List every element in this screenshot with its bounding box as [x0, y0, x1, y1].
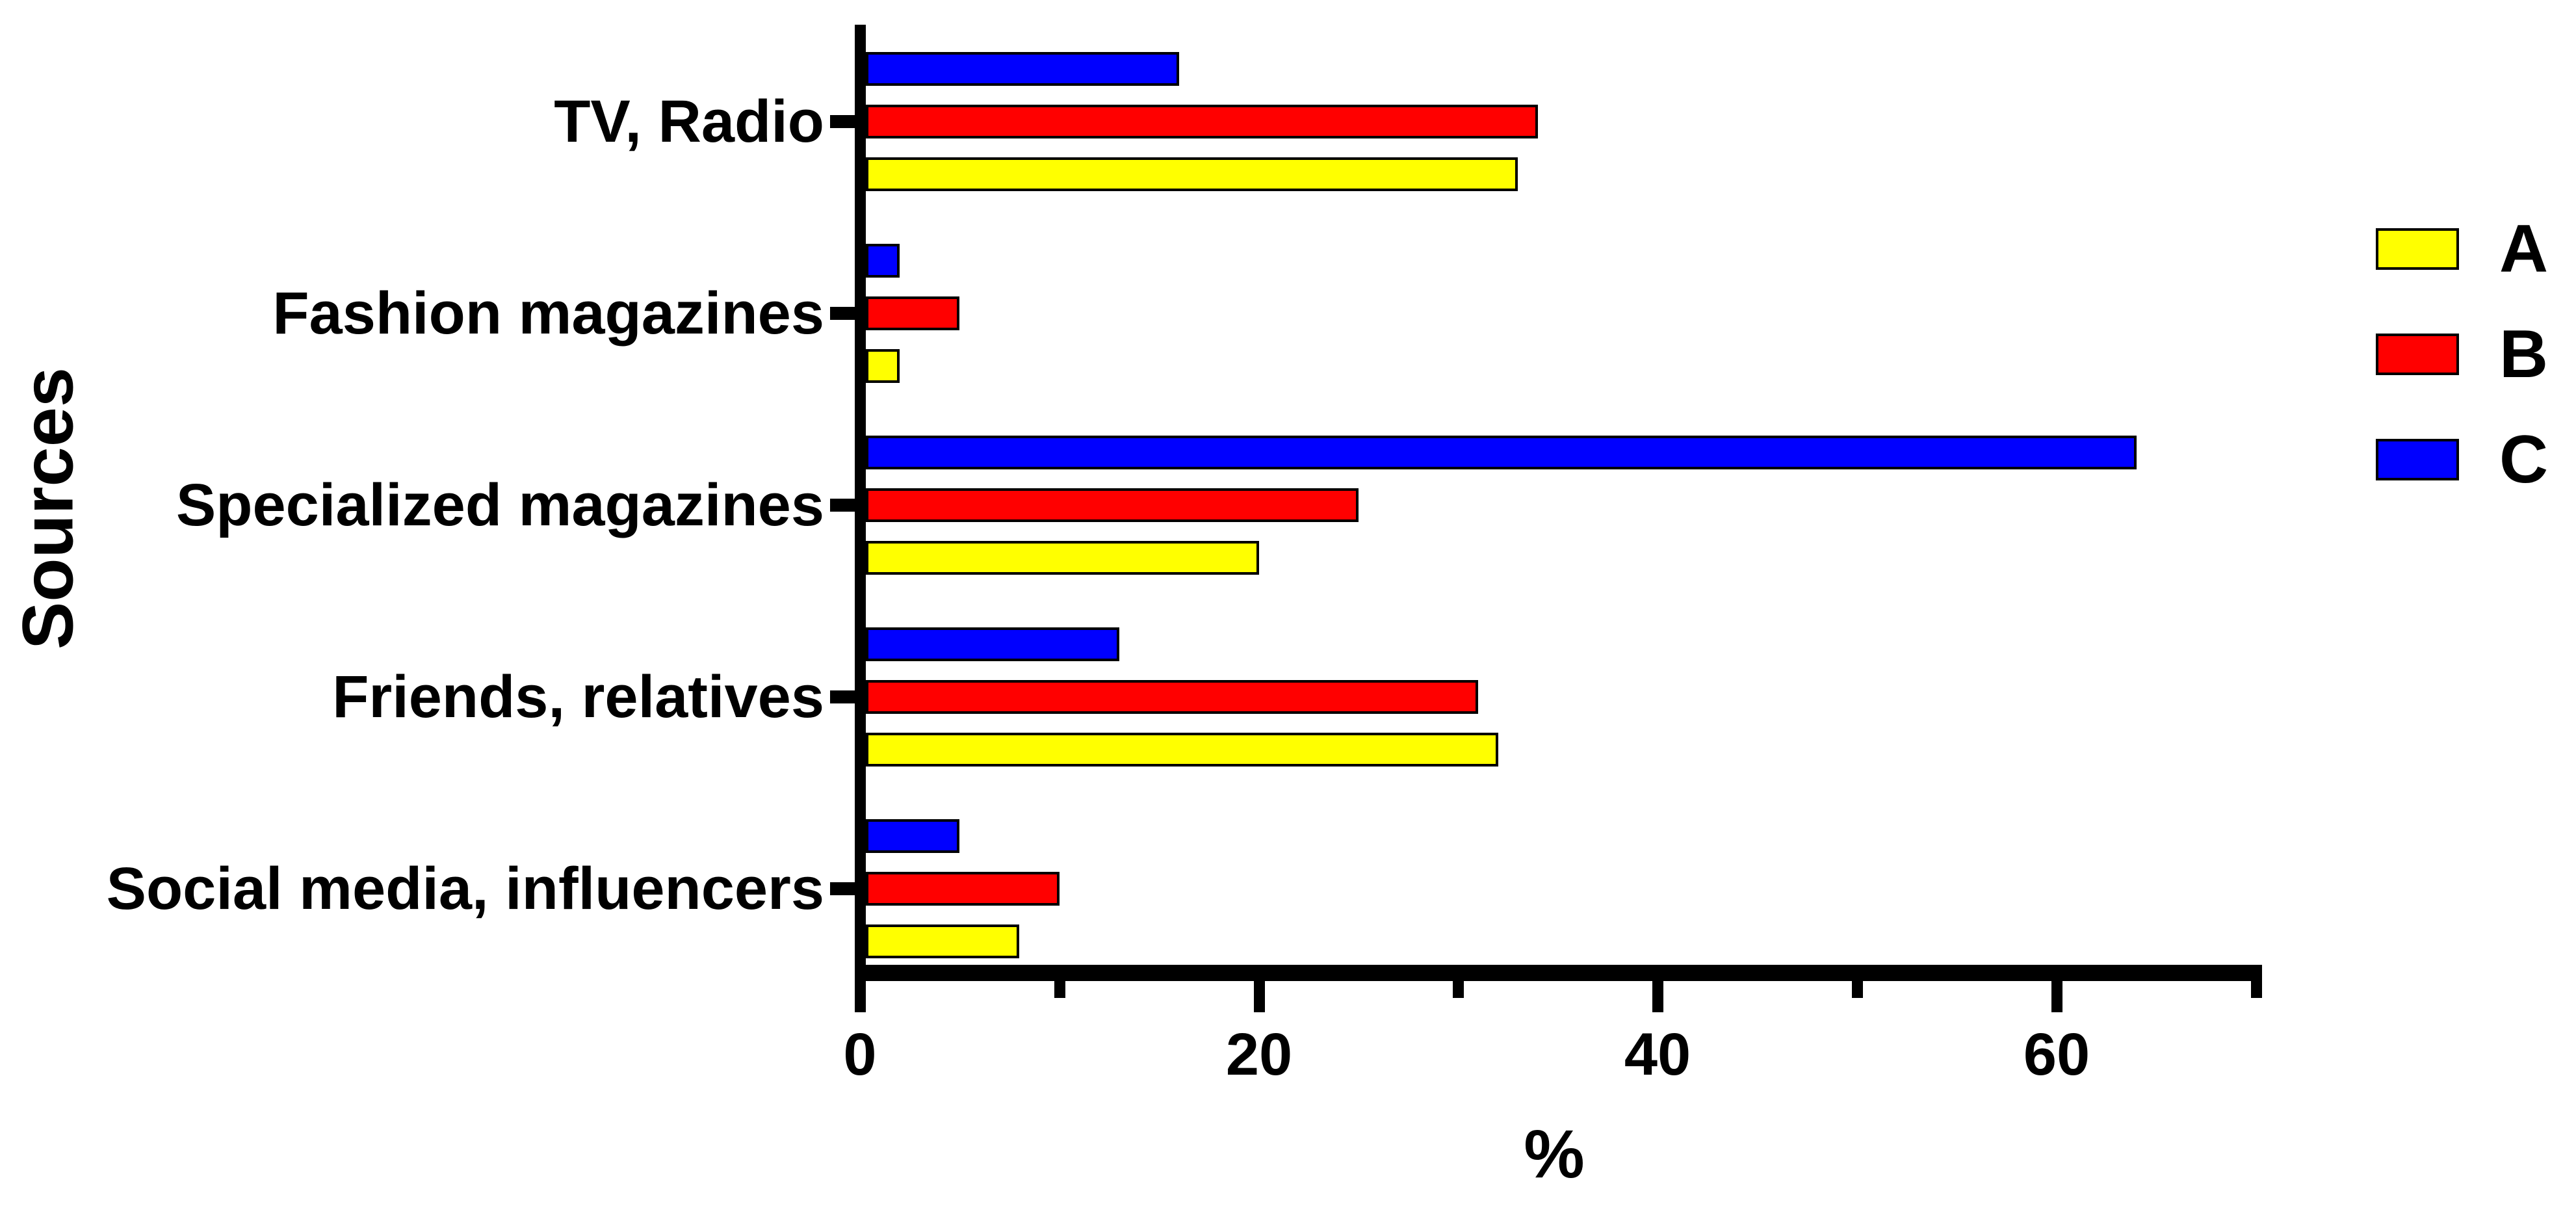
y-axis-title: Sources — [8, 367, 88, 650]
bar-a-1 — [866, 349, 900, 383]
bar-a-0 — [866, 157, 1518, 191]
category-tick — [830, 882, 855, 895]
x-axis-major-tick — [1652, 981, 1663, 1012]
x-axis-major-tick — [2051, 981, 2062, 1012]
x-axis-title: % — [1524, 1116, 1585, 1192]
legend-swatch-a — [2376, 228, 2459, 270]
legend-label-a: A — [2499, 211, 2549, 287]
bar-b-2 — [866, 488, 1359, 522]
legend-label-c: C — [2499, 422, 2549, 497]
x-axis-minor-tick — [1453, 981, 1464, 998]
x-axis-tick-label: 40 — [1624, 1021, 1691, 1088]
bar-c-1 — [866, 244, 900, 278]
x-axis-line — [855, 965, 2262, 981]
category-tick — [830, 115, 855, 128]
category-label: Fashion magazines — [272, 280, 824, 347]
legend-label-b: B — [2499, 317, 2549, 392]
x-axis-minor-tick — [2251, 981, 2262, 998]
category-label: TV, Radio — [554, 88, 824, 155]
bar-a-3 — [866, 733, 1498, 767]
x-axis-tick-label: 20 — [1225, 1021, 1293, 1088]
category-tick — [830, 307, 855, 320]
bar-a-4 — [866, 924, 1019, 958]
bar-c-2 — [866, 436, 2137, 469]
bar-b-4 — [866, 872, 1060, 906]
bar-b-1 — [866, 296, 959, 330]
category-label: Specialized magazines — [176, 472, 824, 538]
bar-b-3 — [866, 680, 1478, 714]
bar-b-0 — [866, 105, 1538, 138]
x-axis-tick-label: 60 — [2023, 1021, 2090, 1088]
legend-swatch-c — [2376, 439, 2459, 480]
bar-c-3 — [866, 627, 1119, 661]
x-axis-tick-label: 0 — [843, 1021, 877, 1088]
category-tick — [830, 499, 855, 512]
category-tick — [830, 690, 855, 703]
x-axis-major-tick — [1254, 981, 1265, 1012]
y-axis-line — [855, 25, 866, 981]
x-axis-minor-tick — [1054, 981, 1065, 998]
bar-c-4 — [866, 819, 959, 853]
legend-swatch-b — [2376, 334, 2459, 375]
bar-a-2 — [866, 541, 1259, 575]
x-axis-minor-tick — [1852, 981, 1863, 998]
x-axis-major-tick — [855, 981, 866, 1012]
category-label: Friends, relatives — [332, 664, 824, 730]
bar-c-0 — [866, 52, 1179, 86]
category-label: Social media, influencers — [106, 856, 824, 922]
